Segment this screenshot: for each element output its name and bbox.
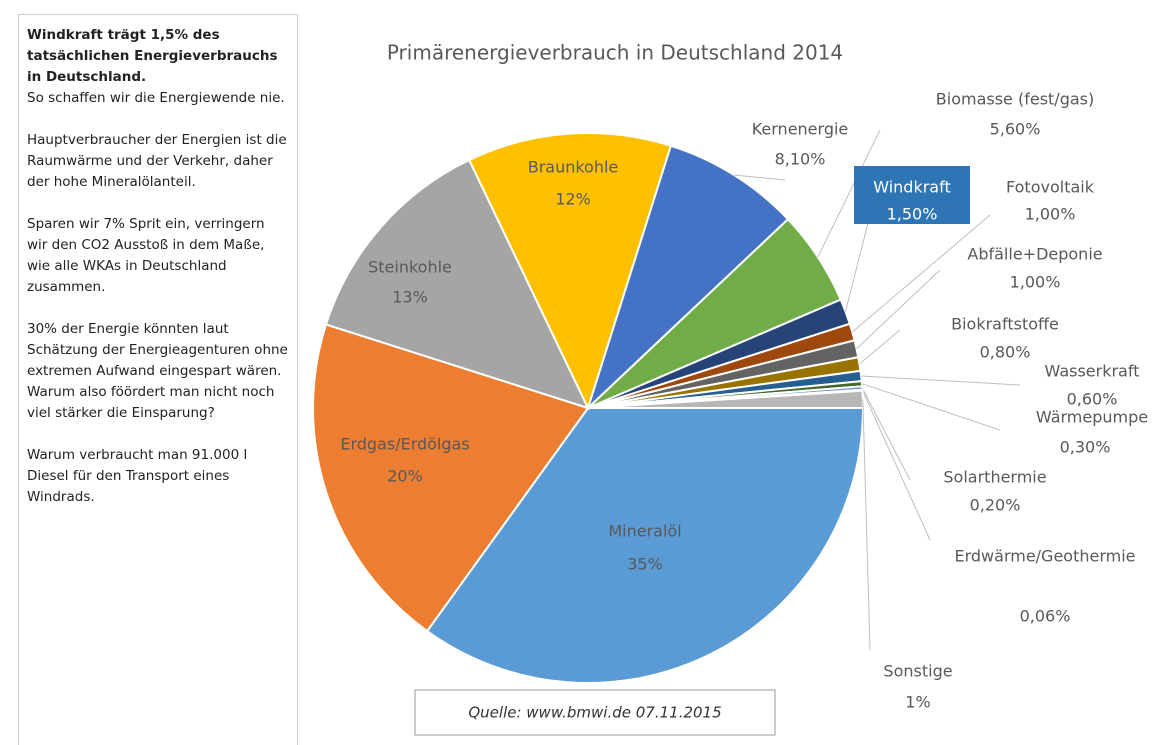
leader-line [851, 214, 991, 333]
value-label: 1,50% [887, 205, 938, 224]
value-label: 1% [905, 693, 930, 712]
slice-label: Erdwärme/Geothermie [954, 547, 1135, 566]
headline: Windkraft trägt 1,5% des tatsächlichen E… [27, 27, 278, 85]
value-label: 5,60% [990, 120, 1041, 139]
leader-line [734, 174, 786, 181]
slice-label: Braunkohle [528, 158, 619, 177]
value-label: 8,10% [775, 150, 826, 169]
paragraph: 30% der Energie könnten laut Schätzung d… [27, 321, 288, 421]
value-label: 0,06% [1020, 607, 1071, 626]
source: Quelle: www.bmwi.de 07.11.2015 [468, 704, 721, 722]
slice-label: Fotovoltaik [1006, 178, 1095, 197]
source-box [414, 689, 776, 736]
chart-title: Primärenergieverbrauch in Deutschland 20… [387, 41, 843, 65]
leader-line [859, 329, 901, 365]
leader-line [861, 375, 1021, 386]
value-label: 0,80% [980, 343, 1031, 362]
paragraph: Sparen wir 7% Sprit ein, verringern wir … [27, 216, 265, 295]
value-label: 0,20% [970, 496, 1021, 515]
slice-label: Solarthermie [943, 468, 1046, 487]
leader-line [861, 390, 931, 541]
slice-label: Erdgas/Erdölgas [340, 435, 469, 454]
highlight-box [854, 166, 970, 224]
slice-label: Sonstige [883, 662, 952, 681]
leader-line [845, 214, 871, 312]
value-label: 0,60% [1067, 390, 1118, 409]
slice-label: Biomasse (fest/gas) [936, 90, 1094, 109]
slice-label: Biokraftstoffe [951, 315, 1059, 334]
value-label: 12% [555, 190, 591, 209]
text-panel: Windkraft trägt 1,5% des tatsächlichen E… [18, 14, 298, 745]
leader-line [817, 129, 881, 258]
slice-label: Windkraft [873, 178, 950, 197]
slice [585, 144, 790, 412]
paragraph: Warum verbraucht man 91.000 l Diesel für… [27, 447, 248, 505]
leader-line [861, 387, 911, 481]
paragraph: Hauptverbraucher der Energien ist die Ra… [27, 132, 287, 190]
paragraph: So schaffen wir die Energiewende nie. [27, 90, 285, 106]
value-label: 35% [627, 555, 663, 574]
slice-label: Abfälle+Deponie [967, 245, 1102, 264]
leader-line [862, 399, 871, 651]
leader-line [861, 383, 1001, 431]
value-label: 20% [387, 467, 423, 486]
value-label: 1,00% [1025, 205, 1076, 224]
slice-label: Wärmepumpe [1036, 408, 1148, 427]
slice-label: Wasserkraft [1045, 362, 1140, 381]
slice-label: Steinkohle [368, 258, 452, 277]
slice [324, 158, 590, 410]
slice [425, 407, 865, 684]
value-label: 1,00% [1010, 273, 1061, 292]
slice-label: Mineralöl [608, 522, 681, 541]
slice [312, 323, 590, 633]
slice-label: Kernenergie [752, 120, 849, 139]
leader-line [856, 269, 941, 350]
value-label: 0,30% [1060, 438, 1111, 457]
slice [467, 132, 673, 411]
value-label: 13% [392, 288, 428, 307]
